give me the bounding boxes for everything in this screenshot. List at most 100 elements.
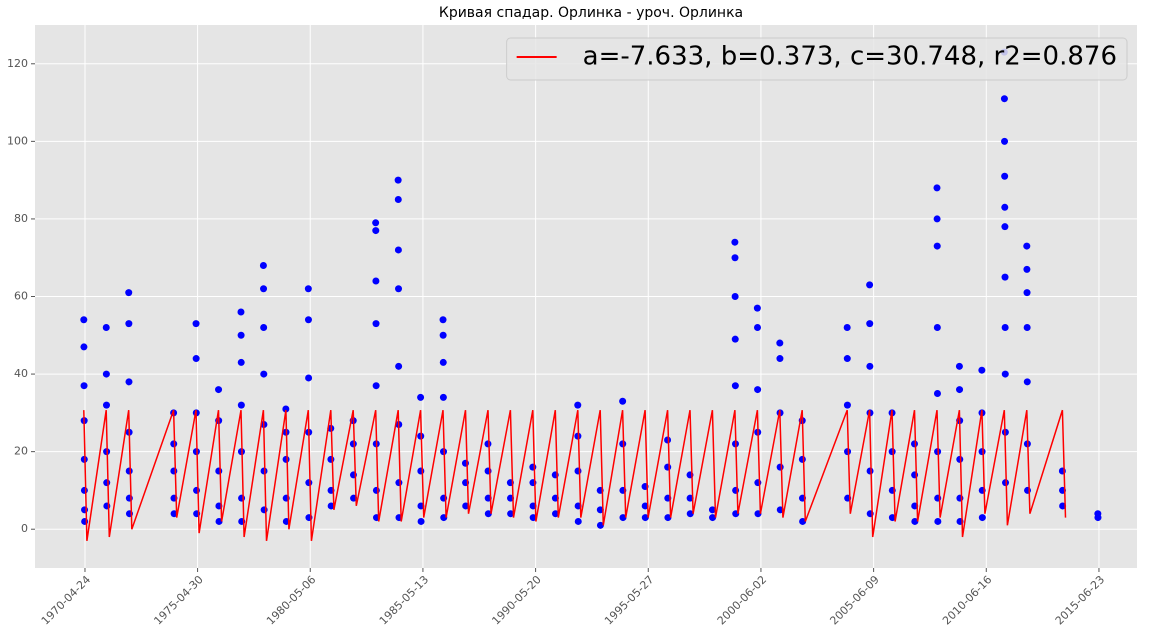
data-point: [372, 277, 380, 285]
data-point: [462, 502, 470, 510]
x-tick-label: 2005-06-09: [827, 573, 881, 627]
data-point: [349, 440, 357, 448]
y-tick-label: 40: [14, 367, 28, 380]
data-point: [170, 440, 178, 448]
y-tick-label: 60: [14, 290, 28, 303]
data-point: [619, 514, 627, 522]
data-point: [1001, 370, 1009, 378]
chart-title: Кривая спадар. Орлинка - уроч. Орлинка: [439, 5, 743, 21]
data-point: [799, 517, 807, 525]
data-point: [80, 382, 88, 390]
data-point: [910, 440, 918, 448]
y-tick-label: 80: [14, 212, 28, 225]
data-point: [260, 506, 268, 514]
data-point: [843, 401, 851, 409]
data-point: [708, 506, 716, 514]
data-point: [574, 517, 582, 525]
data-point: [484, 440, 492, 448]
x-tick-label: 2015-06-23: [1053, 573, 1107, 627]
x-tick-label: 1980-05-06: [264, 573, 318, 627]
data-point: [192, 355, 200, 363]
y-tick-label: 120: [7, 57, 28, 70]
data-point: [844, 448, 852, 456]
data-point: [1023, 265, 1031, 273]
data-point: [664, 463, 672, 471]
data-point: [1023, 378, 1031, 386]
data-point: [484, 510, 492, 518]
data-point: [282, 455, 290, 463]
data-point: [125, 467, 133, 475]
x-tick-label: 1970-04-24: [39, 573, 93, 627]
data-point: [798, 455, 806, 463]
data-point: [619, 440, 627, 448]
data-point: [619, 397, 627, 405]
data-point: [439, 358, 447, 366]
legend-box: [506, 37, 1128, 81]
data-point: [102, 401, 110, 409]
data-point: [507, 510, 515, 518]
data-point: [552, 510, 560, 518]
data-point: [102, 370, 110, 378]
data-point: [260, 324, 268, 332]
y-tick-label: 100: [7, 134, 28, 147]
x-tick-label: 1975-04-30: [151, 573, 205, 627]
data-point: [170, 467, 178, 475]
x-tick-label: 1985-05-13: [377, 573, 431, 627]
data-point: [81, 506, 89, 514]
data-point: [237, 308, 245, 316]
data-point: [80, 343, 88, 351]
legend-label: a=-7.633, b=0.373, c=30.748, r2=0.876: [583, 42, 1117, 72]
data-point: [978, 514, 986, 522]
data-point: [395, 479, 403, 487]
data-point: [237, 331, 245, 339]
data-point: [304, 285, 312, 293]
data-point: [1001, 172, 1009, 180]
data-point: [664, 514, 672, 522]
data-point: [125, 378, 133, 386]
data-point: [888, 448, 896, 456]
x-tick-label: 2010-06-16: [940, 573, 994, 627]
data-point: [686, 510, 694, 518]
data-point: [193, 486, 201, 494]
data-point: [843, 355, 851, 363]
data-line: [83, 409, 1067, 542]
data-point: [1023, 242, 1031, 250]
data-point: [215, 517, 223, 525]
data-point: [1023, 289, 1031, 297]
data-point: [417, 393, 425, 401]
y-tick-label: 0: [21, 522, 28, 535]
data-point: [1001, 273, 1009, 281]
data-point: [327, 455, 335, 463]
data-point: [641, 502, 649, 510]
data-point: [866, 362, 874, 370]
data-point: [260, 285, 268, 293]
data-point: [282, 405, 290, 413]
data-point: [866, 467, 874, 475]
data-point: [596, 521, 604, 529]
data-point: [753, 304, 761, 312]
data-point: [978, 366, 986, 374]
data-point: [372, 227, 380, 235]
data-point: [372, 486, 380, 494]
data-point: [866, 281, 874, 289]
data-point: [417, 467, 425, 475]
data-point: [933, 389, 941, 397]
x-tick-label: 1990-05-20: [489, 573, 543, 627]
data-point: [574, 467, 582, 475]
data-point: [237, 401, 245, 409]
data-point: [125, 289, 133, 297]
data-point: [776, 339, 784, 347]
data-point: [237, 358, 245, 366]
data-point: [933, 215, 941, 223]
data-point: [731, 335, 739, 343]
data-point: [596, 506, 604, 514]
data-point: [776, 355, 784, 363]
data-point: [439, 331, 447, 339]
data-point: [260, 370, 268, 378]
x-tick-label: 2000-06-02: [715, 573, 769, 627]
data-point: [641, 514, 649, 522]
data-point: [215, 386, 223, 394]
data-point: [754, 386, 762, 394]
data-point: [259, 261, 267, 269]
data-point: [305, 374, 313, 382]
